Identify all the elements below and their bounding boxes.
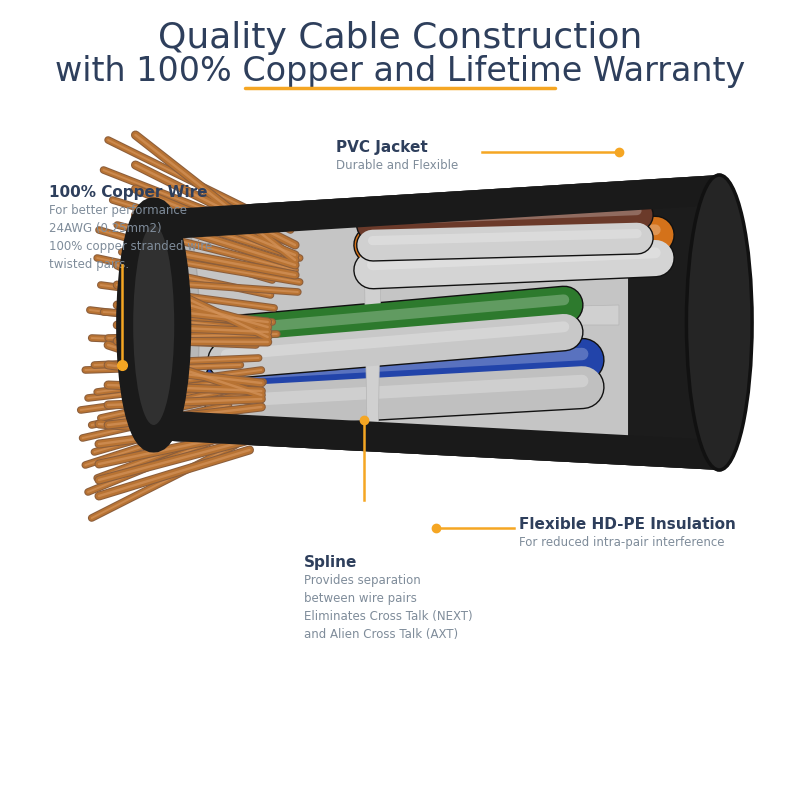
Polygon shape xyxy=(181,195,628,445)
Text: For reduced intra-pair interference: For reduced intra-pair interference xyxy=(518,536,724,549)
Ellipse shape xyxy=(163,220,199,430)
Text: Flexible HD-PE Insulation: Flexible HD-PE Insulation xyxy=(518,517,735,532)
Polygon shape xyxy=(154,432,719,470)
Polygon shape xyxy=(199,305,619,325)
Text: Quality Cable Construction: Quality Cable Construction xyxy=(158,21,642,55)
Text: Provides separation
between wire pairs
Eliminates Cross Talk (NEXT)
and Alien Cr: Provides separation between wire pairs E… xyxy=(304,574,473,641)
Text: Durable and Flexible: Durable and Flexible xyxy=(336,159,458,172)
Text: 100% Copper Wire: 100% Copper Wire xyxy=(49,185,207,200)
Polygon shape xyxy=(154,175,719,225)
Ellipse shape xyxy=(686,175,752,470)
Polygon shape xyxy=(363,215,382,440)
Text: with 100% Copper and Lifetime Warranty: with 100% Copper and Lifetime Warranty xyxy=(55,55,745,89)
Text: PVC Jacket: PVC Jacket xyxy=(336,140,428,155)
Ellipse shape xyxy=(687,175,751,470)
Text: Spline: Spline xyxy=(304,555,358,570)
Ellipse shape xyxy=(133,225,174,425)
Text: For better performance
24AWG (0.25mm2)
100% copper stranded wire
twisted pairs.: For better performance 24AWG (0.25mm2) 1… xyxy=(49,204,212,271)
Polygon shape xyxy=(154,410,719,470)
Polygon shape xyxy=(154,175,719,470)
Polygon shape xyxy=(154,175,719,240)
